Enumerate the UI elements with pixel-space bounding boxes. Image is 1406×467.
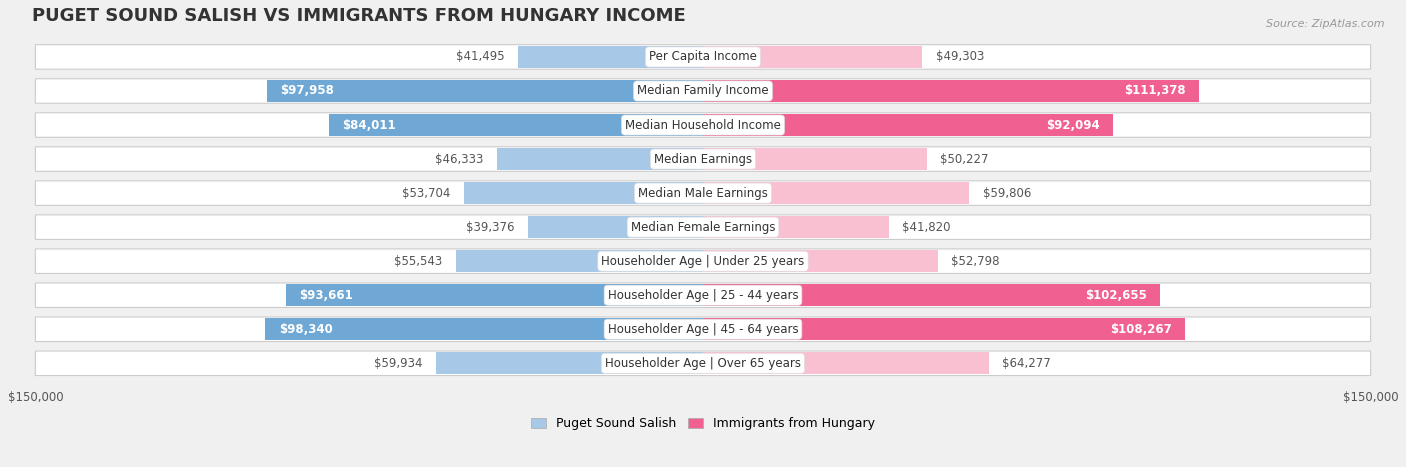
Bar (456, 250, 703, 272)
FancyBboxPatch shape (35, 113, 1371, 137)
Text: $64,277: $64,277 (1002, 357, 1052, 370)
Text: $93,661: $93,661 (299, 289, 353, 302)
FancyBboxPatch shape (35, 249, 1371, 274)
Text: $97,958: $97,958 (280, 85, 335, 98)
Text: $59,934: $59,934 (374, 357, 423, 370)
Bar (266, 318, 703, 340)
Bar (464, 182, 703, 204)
Bar (267, 80, 703, 102)
Text: $59,806: $59,806 (983, 187, 1031, 199)
Text: $108,267: $108,267 (1109, 323, 1171, 336)
Bar (436, 353, 703, 374)
Bar (703, 46, 922, 68)
Text: $41,495: $41,495 (457, 50, 505, 64)
Bar (329, 114, 703, 136)
Bar (519, 46, 703, 68)
Bar (703, 353, 988, 374)
Text: Householder Age | 25 - 44 years: Householder Age | 25 - 44 years (607, 289, 799, 302)
Text: $46,333: $46,333 (434, 153, 484, 166)
Text: Source: ZipAtlas.com: Source: ZipAtlas.com (1267, 19, 1385, 28)
Text: Householder Age | Over 65 years: Householder Age | Over 65 years (605, 357, 801, 370)
Text: Median Female Earnings: Median Female Earnings (631, 220, 775, 234)
Text: $49,303: $49,303 (936, 50, 984, 64)
Text: $50,227: $50,227 (939, 153, 988, 166)
Bar (703, 182, 969, 204)
Bar (527, 216, 703, 238)
Legend: Puget Sound Salish, Immigrants from Hungary: Puget Sound Salish, Immigrants from Hung… (526, 412, 880, 435)
Text: Median Family Income: Median Family Income (637, 85, 769, 98)
FancyBboxPatch shape (35, 317, 1371, 341)
Text: $92,094: $92,094 (1046, 119, 1099, 132)
Text: Householder Age | 45 - 64 years: Householder Age | 45 - 64 years (607, 323, 799, 336)
Text: PUGET SOUND SALISH VS IMMIGRANTS FROM HUNGARY INCOME: PUGET SOUND SALISH VS IMMIGRANTS FROM HU… (32, 7, 686, 25)
Text: $41,820: $41,820 (903, 220, 950, 234)
Text: $102,655: $102,655 (1084, 289, 1146, 302)
Text: Per Capita Income: Per Capita Income (650, 50, 756, 64)
Text: $39,376: $39,376 (465, 220, 515, 234)
FancyBboxPatch shape (35, 351, 1371, 375)
Text: $53,704: $53,704 (402, 187, 451, 199)
Text: Median Earnings: Median Earnings (654, 153, 752, 166)
Bar (287, 284, 703, 306)
Text: $111,378: $111,378 (1123, 85, 1185, 98)
Bar (703, 148, 927, 170)
Bar (703, 80, 1199, 102)
Bar (703, 114, 1114, 136)
Bar (496, 148, 703, 170)
Text: $55,543: $55,543 (394, 255, 443, 268)
Bar (703, 318, 1185, 340)
FancyBboxPatch shape (35, 147, 1371, 171)
Text: $52,798: $52,798 (952, 255, 1000, 268)
Text: Median Household Income: Median Household Income (626, 119, 780, 132)
FancyBboxPatch shape (35, 215, 1371, 240)
Bar (703, 216, 889, 238)
Text: Median Male Earnings: Median Male Earnings (638, 187, 768, 199)
FancyBboxPatch shape (35, 181, 1371, 205)
FancyBboxPatch shape (35, 283, 1371, 307)
FancyBboxPatch shape (35, 79, 1371, 103)
Text: $84,011: $84,011 (343, 119, 396, 132)
Bar (703, 250, 938, 272)
Bar (703, 284, 1160, 306)
Text: Householder Age | Under 25 years: Householder Age | Under 25 years (602, 255, 804, 268)
FancyBboxPatch shape (35, 45, 1371, 69)
Text: $98,340: $98,340 (278, 323, 332, 336)
